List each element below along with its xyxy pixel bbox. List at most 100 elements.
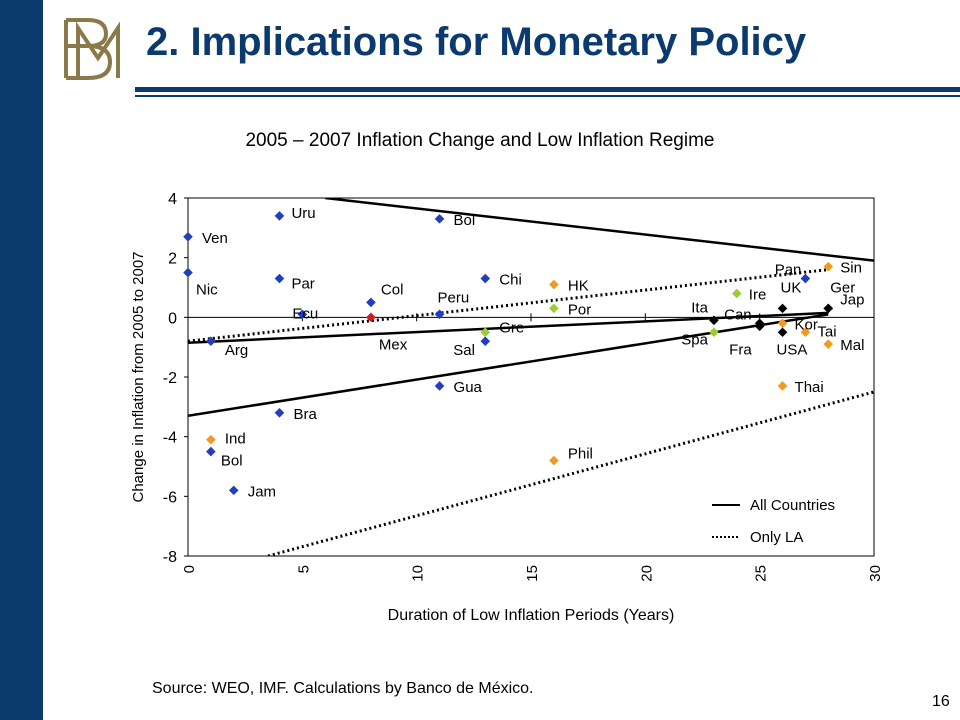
point-label-ecu: Ecu [292,305,318,322]
point-label-arg: Arg [225,342,248,359]
x-tick-label: 25 [753,565,770,582]
point-jap [823,303,834,314]
point-label-can: Can [724,306,752,323]
point-par [274,273,285,284]
point-label-ger: Ger [830,279,855,296]
point-peru [434,309,445,320]
point-spa [709,327,719,338]
point-label-thai: Thai [795,379,824,396]
point-ind [206,434,216,445]
legend-label: Only LA [750,529,803,546]
data-points [183,211,834,496]
point-gre [480,327,491,338]
point-ven [183,231,193,242]
legend-label: All Countries [750,497,835,514]
chart-title: 2005 – 2007 Inflation Change and Low Inf… [245,130,715,151]
x-tick-label: 0 [181,565,198,573]
point-bol [206,446,216,457]
point-label-spa: Spa [681,331,708,348]
point-ita [709,315,719,326]
point-label-usa: USA [777,341,808,358]
point-nic [183,267,193,278]
point-uru [274,211,285,221]
source-note: Source: WEO, IMF. Calculations by Banco … [152,680,534,697]
y-tick-label: -4 [163,430,177,447]
y-tick-label: 0 [168,310,177,327]
point-bol [434,214,445,224]
y-tick-label: -2 [163,370,177,387]
point-label-peru: Peru [438,289,470,306]
left-accent-bar [0,0,43,720]
point-por [549,303,559,314]
title-underline [135,87,960,97]
point-uk [777,303,788,314]
point-mex [366,312,376,323]
point-bra [274,408,285,418]
banco-de-mexico-logo [64,18,120,80]
page-number: 16 [932,693,950,710]
point-col [366,297,376,308]
point-label-phil: Phil [568,446,593,463]
x-axis-label: Duration of Low Inflation Periods (Years… [388,607,675,624]
point-label-mex: Mex [379,336,408,353]
y-tick-label: -8 [163,549,177,566]
point-label-por: Por [568,301,591,318]
point-mal [823,339,834,349]
point-label-chi: Chi [499,272,522,289]
point-label-gua: Gua [454,379,483,396]
y-tick-label: 2 [168,251,177,268]
point-sal [480,336,491,346]
point-label-fra: Fra [729,341,752,358]
point-pan [800,273,811,284]
point-label-kor: Kor [795,316,818,333]
point-label-ire: Ire [749,286,767,303]
point-usa [777,327,788,338]
point-gua [434,381,445,391]
point-label-nic: Nic [196,282,218,299]
trend-lines [188,198,874,556]
x-tick-label: 10 [410,565,427,582]
point-label-ita: Ita [691,299,708,316]
x-tick-label: 30 [867,565,884,582]
point-ecu [297,309,308,320]
y-axis-label: Change in Inflation from 2005 to 2007 [130,251,147,502]
fit-line-all-countries [188,311,829,344]
point-chi [480,273,491,284]
point-arg [206,336,216,346]
point-thai [777,381,788,391]
point-label-uru: Uru [291,205,315,222]
point-sin [823,261,834,272]
x-tick-label: 5 [295,565,312,573]
point-fra [754,321,765,332]
point-label-tai: Tai [817,323,836,340]
point-label-sin: Sin [840,260,862,277]
fit-line-only-la [188,268,829,343]
y-tick-label: 4 [168,191,177,208]
point-label-pan: Pan [775,262,802,279]
legend: All Countries Only LA [712,497,835,546]
point-label-ind: Ind [225,431,246,448]
point-label-jam: Jam [248,483,276,500]
point-label-uk: UK [781,279,802,296]
point-label-bol: Bol [221,453,243,470]
point-tai [800,327,811,338]
band-line [325,198,874,262]
point-ire [732,288,742,299]
x-tick-label: 20 [638,565,655,582]
point-label-ven: Ven [202,230,228,247]
point-label-jap: Jap [840,291,864,308]
point-label-par: Par [291,276,314,293]
point-label-sal: Sal [453,342,475,359]
point-jam [228,485,239,496]
point-label-bol: Bol [454,212,476,229]
x-tick-label: 15 [524,565,541,582]
point-hk [549,279,559,290]
point-kor [777,318,788,329]
point-label-mal: Mal [840,337,864,354]
point-labels: Ven Nic Arg Ind Bol Jam Uru Par Ecu Bra Col Mex Bol P… [196,205,864,500]
band-line [188,313,829,418]
point-label-bra: Bra [293,406,317,423]
point-label-hk: HK [568,278,589,295]
point-label-col: Col [381,281,404,298]
